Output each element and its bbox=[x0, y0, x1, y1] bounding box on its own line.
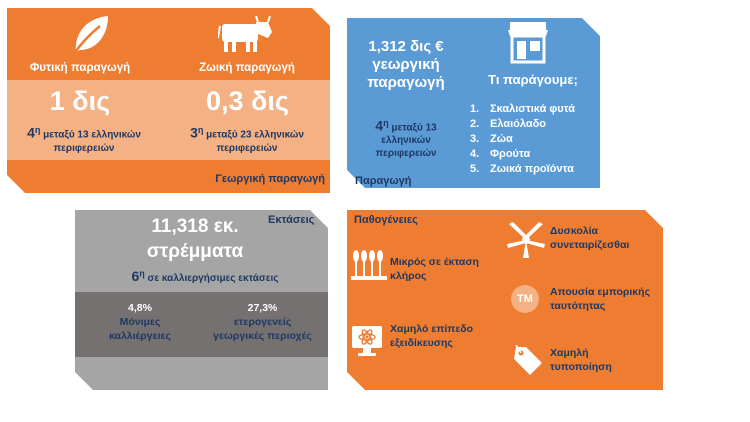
products-list: 1. Σκαλιστικά φυτά 2. Ελαιόλαδο 3. Ζώα 4. Φρ… bbox=[470, 102, 598, 177]
plant-rank-line1: μεταξύ 13 ελληνικών bbox=[40, 129, 141, 141]
heterogeneous-areas: 27,3% ετερογενείς γεωργικές περιοχές bbox=[200, 301, 325, 343]
coop-line2: συνεταιρίζεσθαι bbox=[550, 239, 630, 251]
item-label: Ζώα bbox=[490, 133, 513, 145]
pathogenies-panel bbox=[347, 210, 663, 390]
amount-line1: 1,312 δις € bbox=[368, 38, 444, 55]
products-list-item: 2. Ελαιόλαδο bbox=[470, 117, 598, 132]
leaf-icon bbox=[72, 16, 108, 55]
plant-rank-number: 4 bbox=[27, 124, 35, 141]
animal-production-rank: 3η μεταξύ 23 ελληνικών περιφερειών bbox=[172, 123, 322, 156]
cooperation-issue: Δυσκολία συνεταιρίζεσθαι bbox=[550, 224, 660, 252]
products-list-item: 5. Ζωικά προϊόντα bbox=[470, 162, 598, 177]
value-rank-number: 4 bbox=[375, 117, 384, 134]
price-line1: Χαμηλή bbox=[550, 347, 589, 359]
value-rank-line2: ελληνικών bbox=[381, 135, 431, 147]
production-rank: 4η μεταξύ 13 ελληνικών περιφερειών bbox=[354, 117, 458, 160]
heterogeneous-areas-line1: ετερογενείς bbox=[233, 316, 292, 328]
science-monitor-icon bbox=[352, 326, 382, 356]
plant-production-label: Φυτική παραγωγή bbox=[29, 62, 131, 74]
permanent-crops: 4,8% Μόνιμες καλλιέργειες bbox=[90, 301, 190, 343]
heterogeneous-areas-pct: 27,3% bbox=[247, 302, 278, 314]
value-rank-sup: η bbox=[383, 118, 389, 128]
trademark-icon: TM bbox=[511, 285, 539, 313]
item-number: 1. bbox=[470, 103, 480, 115]
permanent-crops-pct: 4,8% bbox=[128, 302, 152, 314]
agri-production-footer: Γεωργική παραγωγή bbox=[215, 173, 325, 185]
coop-line1: Δυσκολία bbox=[550, 225, 598, 237]
wheat-field-icon bbox=[351, 250, 387, 280]
what-we-produce-title: Τι παράγουμε; bbox=[488, 72, 578, 87]
item-number: 2. bbox=[470, 118, 480, 130]
areas-rank: 6η σε καλλιεργήσιμες εκτάσεις bbox=[100, 268, 310, 284]
animal-production-label: Ζωική παραγωγή bbox=[199, 62, 295, 74]
amount-line3: παραγωγή bbox=[367, 74, 445, 91]
areas-rank-text: σε καλλιεργήσιμες εκτάσεις bbox=[144, 273, 279, 284]
permanent-crops-line1: Μόνιμες bbox=[119, 316, 161, 328]
animal-production-value: 0,3 δις bbox=[206, 86, 289, 116]
plant-rank-line2: περιφερειών bbox=[53, 143, 115, 155]
areas-total-line2: στρέμματα bbox=[146, 241, 244, 262]
low-specialization-issue: Χαμηλό επίπεδο εξειδίκευσης bbox=[390, 322, 500, 350]
areas-total-line1: 11,318 εκ. bbox=[151, 216, 239, 237]
price-tag-icon bbox=[514, 345, 542, 375]
production-value-panel bbox=[347, 18, 600, 188]
production-amount: 1,312 δις € γεωργική παραγωγή bbox=[352, 38, 460, 92]
animal-rank-sup: η bbox=[197, 125, 204, 135]
teamwork-hands-icon bbox=[507, 222, 545, 258]
brand-line1: Απουσία εμπορικής bbox=[550, 286, 651, 298]
areas-breakdown-band bbox=[75, 292, 328, 357]
item-label: Ελαιόλαδο bbox=[490, 118, 546, 130]
plant-production-rank: 4η μεταξύ 13 ελληνικών περιφερειών bbox=[10, 123, 158, 156]
item-label: Σκαλιστικά φυτά bbox=[490, 103, 576, 115]
production-footer: Παραγωγή bbox=[355, 175, 412, 187]
products-list-item: 3. Ζώα bbox=[470, 132, 598, 147]
plant-rank-sup: η bbox=[34, 125, 41, 135]
permanent-crops-line2: καλλιέργειες bbox=[109, 330, 171, 342]
animal-rank-line2: περιφερειών bbox=[216, 143, 278, 155]
low-spec-line2: εξειδίκευσης bbox=[390, 337, 453, 349]
item-label: Φρούτα bbox=[490, 148, 531, 160]
animal-rank-number: 3 bbox=[190, 124, 198, 141]
products-list-item: 1. Σκαλιστικά φυτά bbox=[470, 102, 598, 117]
products-list-item: 4. Φρούτα bbox=[470, 147, 598, 162]
low-standardization-issue: Χαμηλή τυποποίηση bbox=[550, 346, 660, 374]
small-plot-line2: κλήρος bbox=[390, 270, 427, 282]
value-rank-line1: μεταξύ 13 bbox=[388, 122, 437, 134]
cow-icon bbox=[218, 16, 272, 52]
agri-production-values-band bbox=[7, 80, 330, 160]
item-number: 4. bbox=[470, 148, 480, 160]
small-plot-line1: Μικρός σε έκταση bbox=[390, 256, 479, 268]
amount-line2: γεωργική bbox=[372, 56, 440, 73]
areas-total: 11,318 εκ. στρέμματα bbox=[120, 214, 270, 264]
areas-rank-number: 6 bbox=[131, 268, 140, 284]
areas-rank-sup: η bbox=[139, 268, 145, 279]
plant-production-value: 1 δις bbox=[49, 86, 111, 116]
price-line2: τυποποίηση bbox=[550, 361, 612, 373]
small-plot-issue: Μικρός σε έκταση κλήρος bbox=[390, 255, 500, 283]
item-number: 3. bbox=[470, 133, 480, 145]
heterogeneous-areas-line2: γεωργικές περιοχές bbox=[213, 330, 312, 342]
brand-identity-issue: Απουσία εμπορικής ταυτότητας bbox=[550, 285, 665, 313]
areas-label: Εκτάσεις bbox=[268, 214, 315, 226]
animal-rank-line1: μεταξύ 23 ελληνικών bbox=[203, 129, 304, 141]
item-label: Ζωικά προϊόντα bbox=[490, 163, 574, 175]
brand-line2: ταυτότητας bbox=[550, 300, 606, 312]
low-spec-line1: Χαμηλό επίπεδο bbox=[390, 323, 474, 335]
value-rank-line3: περιφερειών bbox=[375, 148, 437, 160]
pathogenies-title: Παθογένειες bbox=[354, 214, 418, 226]
market-stall-icon bbox=[508, 22, 548, 64]
item-number: 5. bbox=[470, 163, 480, 175]
